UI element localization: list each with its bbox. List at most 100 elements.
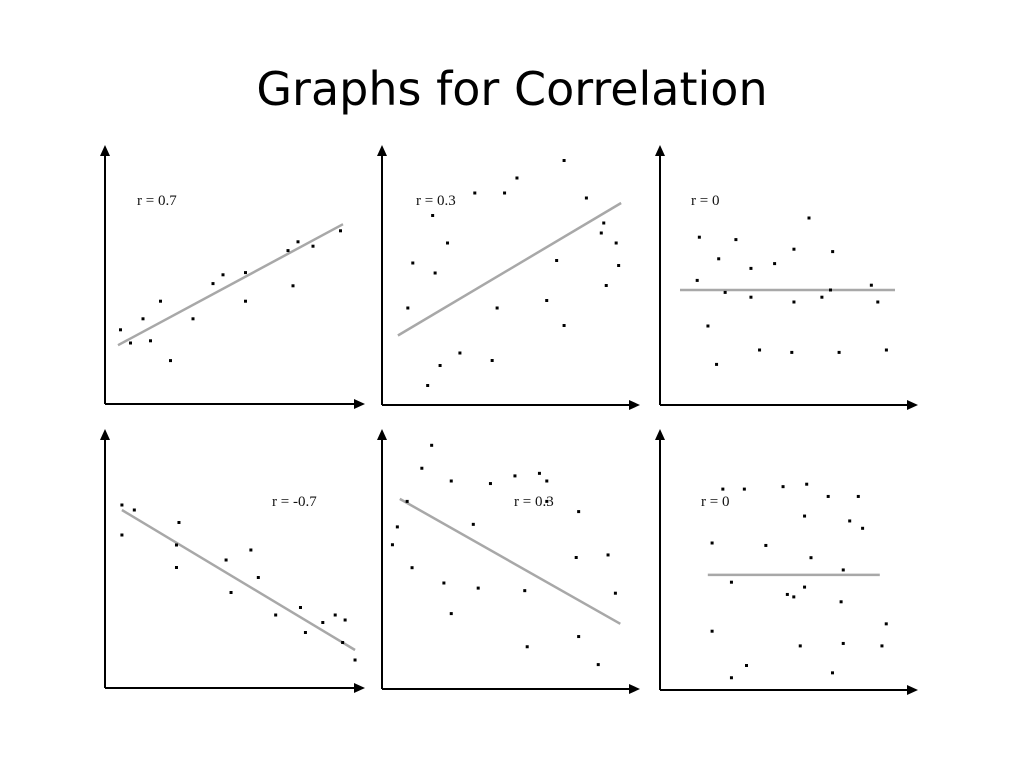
data-point <box>449 479 453 483</box>
data-point <box>839 600 843 604</box>
correlation-label: r = 0.3 <box>514 494 554 510</box>
data-point <box>119 328 122 332</box>
slide-title: Graphs for Correlation <box>256 62 768 116</box>
data-point <box>562 324 566 327</box>
data-point <box>820 295 824 299</box>
data-point <box>861 526 865 530</box>
plot-panel-4: r = -0.7 <box>100 429 365 693</box>
data-point <box>697 235 701 239</box>
data-point <box>224 558 228 562</box>
data-point <box>390 543 394 547</box>
data-point <box>717 257 721 261</box>
y-axis-arrow-icon <box>377 145 387 156</box>
data-point <box>809 556 813 560</box>
y-axis-arrow-icon <box>100 429 110 440</box>
data-point <box>406 306 410 310</box>
x-axis-arrow-icon <box>629 400 640 410</box>
data-point <box>805 482 809 486</box>
data-point <box>596 663 600 667</box>
data-point <box>274 613 278 617</box>
data-point <box>831 671 834 675</box>
data-point <box>555 259 559 262</box>
data-point <box>298 606 302 609</box>
data-point <box>545 299 549 302</box>
plot-panel-6: r = 0 <box>655 429 918 695</box>
data-point <box>604 284 608 287</box>
data-point <box>221 273 225 277</box>
data-point <box>884 348 888 352</box>
data-point <box>577 510 581 514</box>
data-point <box>525 645 529 649</box>
data-point <box>256 576 260 579</box>
correlation-label: r = 0.7 <box>137 193 177 209</box>
data-point <box>742 487 746 491</box>
data-point <box>446 241 450 245</box>
data-point <box>792 247 796 251</box>
data-point <box>758 348 762 352</box>
data-point <box>545 479 549 483</box>
trend-line <box>397 201 622 337</box>
data-point <box>614 241 618 245</box>
data-point <box>410 566 414 570</box>
plot-panel-5: r = 0.3 <box>377 429 640 694</box>
data-point <box>174 566 178 569</box>
data-point <box>706 324 710 328</box>
plot-panel-3: r = 0 <box>655 145 918 410</box>
data-point <box>291 284 295 288</box>
data-point <box>120 503 124 507</box>
data-point <box>341 641 345 644</box>
data-point <box>438 364 442 367</box>
data-point <box>803 585 807 589</box>
data-point <box>431 214 435 217</box>
data-point <box>884 622 888 626</box>
data-point <box>430 443 434 447</box>
data-point <box>159 299 162 303</box>
data-point <box>473 191 477 195</box>
data-point <box>333 613 337 617</box>
data-point <box>442 581 446 585</box>
data-point <box>773 262 777 266</box>
data-point <box>602 221 606 225</box>
data-point <box>831 250 835 254</box>
data-point <box>574 556 578 559</box>
data-point <box>577 635 581 639</box>
correlation-label: r = 0 <box>701 494 729 510</box>
correlation-label: r = 0.3 <box>416 193 456 209</box>
data-point <box>723 290 727 294</box>
data-point <box>129 341 132 345</box>
data-point <box>244 271 247 275</box>
data-point <box>617 264 621 267</box>
x-axis-arrow-icon <box>907 685 918 695</box>
data-point <box>490 359 494 362</box>
data-point <box>311 244 315 248</box>
data-point <box>841 641 845 645</box>
data-point <box>869 283 873 287</box>
data-point <box>829 288 832 292</box>
data-point <box>426 384 430 387</box>
data-point <box>296 240 300 244</box>
trend-line <box>117 223 344 347</box>
data-point <box>249 548 253 552</box>
y-axis-arrow-icon <box>377 429 387 440</box>
data-point <box>211 282 215 286</box>
data-point <box>244 299 247 303</box>
data-point <box>798 644 802 648</box>
y-axis-arrow-icon <box>655 145 665 156</box>
data-point <box>695 278 699 282</box>
data-point <box>848 519 852 523</box>
data-point <box>353 658 357 662</box>
data-point <box>286 249 290 253</box>
data-point <box>169 359 172 363</box>
data-point <box>792 595 796 599</box>
y-axis-arrow-icon <box>100 145 110 156</box>
data-point <box>495 306 499 310</box>
plot-panel-2: r = 0.3 <box>377 145 640 410</box>
data-point <box>433 271 437 275</box>
data-point <box>488 482 492 486</box>
data-point <box>515 176 519 180</box>
data-point <box>562 159 566 162</box>
data-point <box>599 231 603 235</box>
data-point <box>803 514 807 518</box>
data-point <box>149 339 152 343</box>
